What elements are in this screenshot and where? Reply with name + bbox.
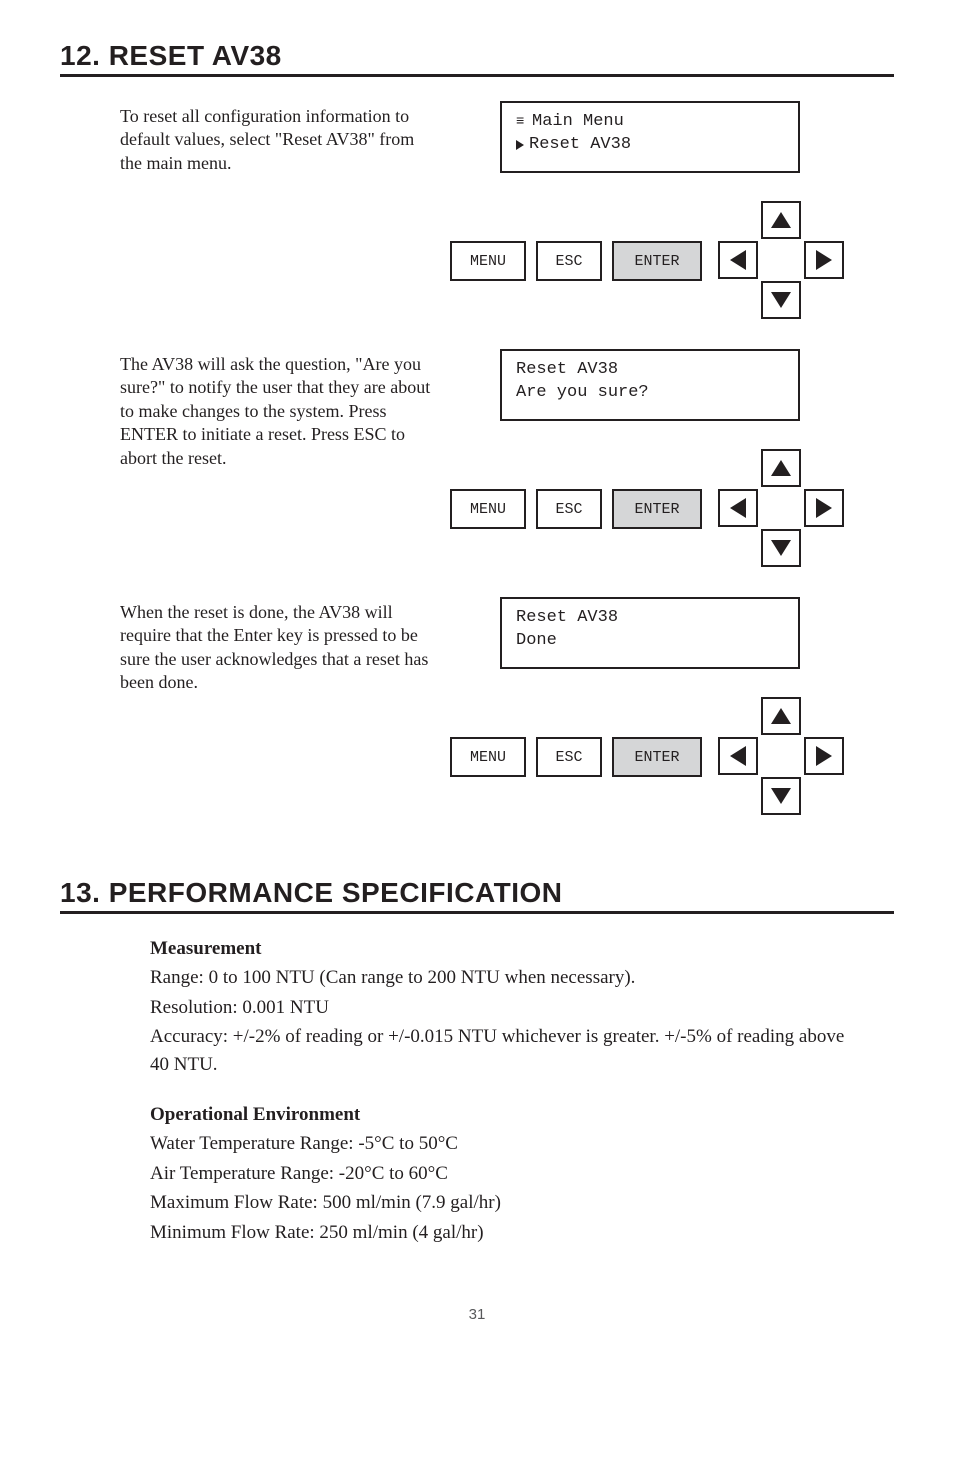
lcd-text: Done [516, 630, 557, 653]
lcd-text: Reset AV38 [529, 134, 631, 157]
dpad [716, 201, 846, 321]
enter-button[interactable]: ENTER [612, 737, 702, 777]
arrow-right-icon [816, 746, 832, 766]
spec-group: Measurement Range: 0 to 100 NTU (Can rang… [150, 938, 864, 1078]
arrow-down-icon [771, 292, 791, 308]
arrow-up-icon [771, 708, 791, 724]
dpad [716, 697, 846, 817]
lcd-line-1: ≡ Main Menu [516, 111, 784, 134]
esc-button[interactable]: ESC [536, 737, 602, 777]
arrow-left-icon [730, 250, 746, 270]
step-text: When the reset is done, the AV38 will re… [120, 597, 450, 695]
button-row: MENUESCENTER [450, 201, 846, 321]
display-block: Reset AV38 Done MENUESCENTER [450, 597, 846, 837]
arrow-up-button[interactable] [761, 697, 801, 735]
lcd-text: Are you sure? [516, 382, 649, 405]
arrow-down-icon [771, 540, 791, 556]
lcd-screen: ≡ Main MenuReset AV38 [500, 101, 800, 173]
dpad [716, 449, 846, 569]
arrow-down-button[interactable] [761, 529, 801, 567]
arrow-left-icon [730, 498, 746, 518]
arrow-left-icon [730, 746, 746, 766]
arrow-down-icon [771, 788, 791, 804]
button-row: MENUESCENTER [450, 449, 846, 569]
esc-button[interactable]: ESC [536, 489, 602, 529]
lcd-text: Reset AV38 [516, 359, 618, 382]
step-row: When the reset is done, the AV38 will re… [60, 597, 894, 837]
menu-icon: ≡ [516, 115, 528, 129]
lcd-text: Reset AV38 [516, 607, 618, 630]
arrow-up-button[interactable] [761, 201, 801, 239]
lcd-screen: Reset AV38 Are you sure? [500, 349, 800, 421]
section-13-title: 13. PERFORMANCE SPECIFICATION [60, 877, 894, 914]
spec-line: Accuracy: +/-2% of reading or +/-0.015 N… [150, 1023, 864, 1078]
arrow-left-button[interactable] [718, 489, 758, 527]
arrow-down-button[interactable] [761, 777, 801, 815]
esc-button[interactable]: ESC [536, 241, 602, 281]
section-12-title: 12. RESET AV38 [60, 40, 894, 77]
lcd-line-1: Reset AV38 [516, 359, 784, 382]
arrow-right-icon [816, 498, 832, 518]
display-block: ≡ Main MenuReset AV38 MENUESCENTER [450, 101, 846, 341]
lcd-screen: Reset AV38 Done [500, 597, 800, 669]
menu-button[interactable]: MENU [450, 489, 526, 529]
spec-line: Range: 0 to 100 NTU (Can range to 200 NT… [150, 964, 864, 992]
arrow-down-button[interactable] [761, 281, 801, 319]
arrow-left-button[interactable] [718, 241, 758, 279]
spec-subheading: Operational Environment [150, 1104, 864, 1126]
lcd-line-2: Done [516, 630, 784, 653]
cursor-icon [516, 140, 524, 150]
lcd-line-1: Reset AV38 [516, 607, 784, 630]
menu-button[interactable]: MENU [450, 737, 526, 777]
spec-line: Water Temperature Range: -5°C to 50°C [150, 1130, 864, 1158]
step-row: The AV38 will ask the question, "Are you… [60, 349, 894, 589]
step-row: To reset all configuration information t… [60, 101, 894, 341]
arrow-right-icon [816, 250, 832, 270]
button-row: MENUESCENTER [450, 697, 846, 817]
enter-button[interactable]: ENTER [612, 489, 702, 529]
spec-line: Resolution: 0.001 NTU [150, 994, 864, 1022]
spec-group: Operational Environment Water Temperature… [150, 1104, 864, 1246]
lcd-line-2: Are you sure? [516, 382, 784, 405]
arrow-up-icon [771, 212, 791, 228]
spec-line: Air Temperature Range: -20°C to 60°C [150, 1160, 864, 1188]
arrow-right-button[interactable] [804, 737, 844, 775]
lcd-text: Main Menu [532, 111, 624, 134]
spec-line: Maximum Flow Rate: 500 ml/min (7.9 gal/h… [150, 1189, 864, 1217]
menu-button[interactable]: MENU [450, 241, 526, 281]
lcd-line-2: Reset AV38 [516, 134, 784, 157]
arrow-left-button[interactable] [718, 737, 758, 775]
page-number: 31 [60, 1306, 894, 1323]
arrow-right-button[interactable] [804, 489, 844, 527]
step-text: The AV38 will ask the question, "Are you… [120, 349, 450, 470]
spec-line: Minimum Flow Rate: 250 ml/min (4 gal/hr) [150, 1219, 864, 1247]
arrow-up-icon [771, 460, 791, 476]
spec-subheading: Measurement [150, 938, 864, 960]
arrow-right-button[interactable] [804, 241, 844, 279]
display-block: Reset AV38 Are you sure? MENUESCENTER [450, 349, 846, 589]
step-text: To reset all configuration information t… [120, 101, 450, 175]
arrow-up-button[interactable] [761, 449, 801, 487]
enter-button[interactable]: ENTER [612, 241, 702, 281]
